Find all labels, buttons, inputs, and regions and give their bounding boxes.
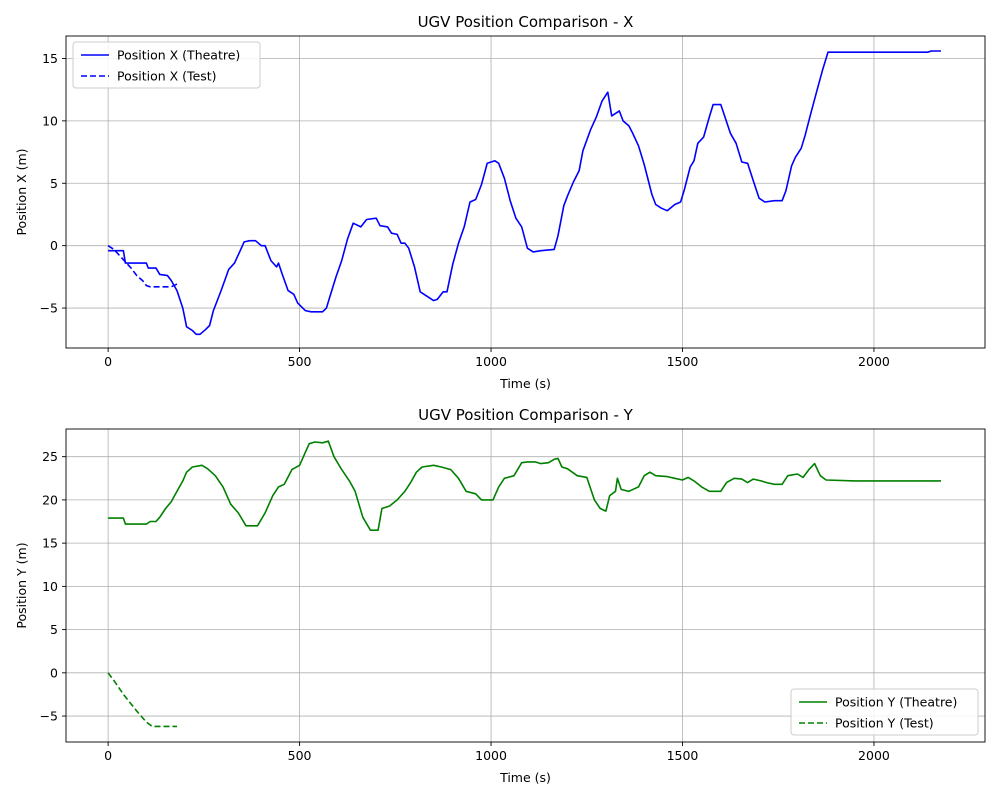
x-axis-label: Time (s) [499, 770, 551, 785]
y-tick-label: 5 [50, 622, 58, 637]
series-line-1 [108, 440, 941, 531]
series-line-2 [107, 245, 180, 288]
x-tick-label: 1000 [475, 354, 507, 369]
x-tick-label: 0 [104, 748, 112, 763]
plot-frame [65, 35, 986, 349]
chart-1: 0 500 1000 1500 2000 −5 0 5 10 15 UGV Position Com… [14, 13, 986, 391]
series-line-1 [108, 50, 941, 336]
y-tick-label: 5 [50, 176, 58, 191]
legend-box [72, 41, 261, 89]
y-tick-label: 0 [50, 665, 58, 680]
y-tick-label: 20 [42, 492, 58, 507]
plot-frame [65, 428, 986, 743]
x-tick-label: 1500 [667, 748, 699, 763]
legend: Position X (Theatre) Position X (Test) [72, 41, 261, 89]
y-axis-label: Position Y (m) [14, 542, 29, 628]
series-group [107, 440, 941, 728]
legend-label: Position X (Test) [117, 69, 217, 84]
y-tick-label: −5 [40, 709, 58, 724]
series-group [107, 50, 941, 336]
legend-label: Position Y (Theatre) [835, 695, 957, 710]
x-tick-label: 2000 [858, 354, 890, 369]
x-tick-label: 1000 [475, 748, 507, 763]
legend-label: Position X (Theatre) [117, 48, 240, 63]
y-tick-label: −5 [40, 301, 58, 316]
series-line-2 [107, 672, 177, 728]
x-tick-label: 0 [104, 354, 112, 369]
chart-2: 0 500 1000 1500 2000 −5 0 5 10 15 20 25 UGV Position… [14, 406, 986, 785]
y-tick-label: 15 [42, 536, 58, 551]
x-tick-label: 500 [288, 354, 312, 369]
legend-label: Position Y (Test) [835, 716, 934, 731]
legend: Position Y (Theatre) Position Y (Test) [790, 688, 979, 736]
chart-title: UGV Position Comparison - X [418, 13, 634, 31]
y-tick-label: 10 [42, 579, 58, 594]
y-axis-label: Position X (m) [14, 148, 29, 235]
x-tick-label: 1500 [667, 354, 699, 369]
y-tick-label: 25 [42, 449, 58, 464]
chart-title: UGV Position Comparison - Y [418, 406, 634, 424]
x-tick-label: 500 [288, 748, 312, 763]
x-tick-label: 2000 [858, 748, 890, 763]
legend-box [790, 688, 979, 736]
y-tick-label: 10 [42, 113, 58, 128]
x-axis-label: Time (s) [499, 376, 551, 391]
y-tick-label: 0 [50, 238, 58, 253]
y-tick-label: 15 [42, 51, 58, 66]
